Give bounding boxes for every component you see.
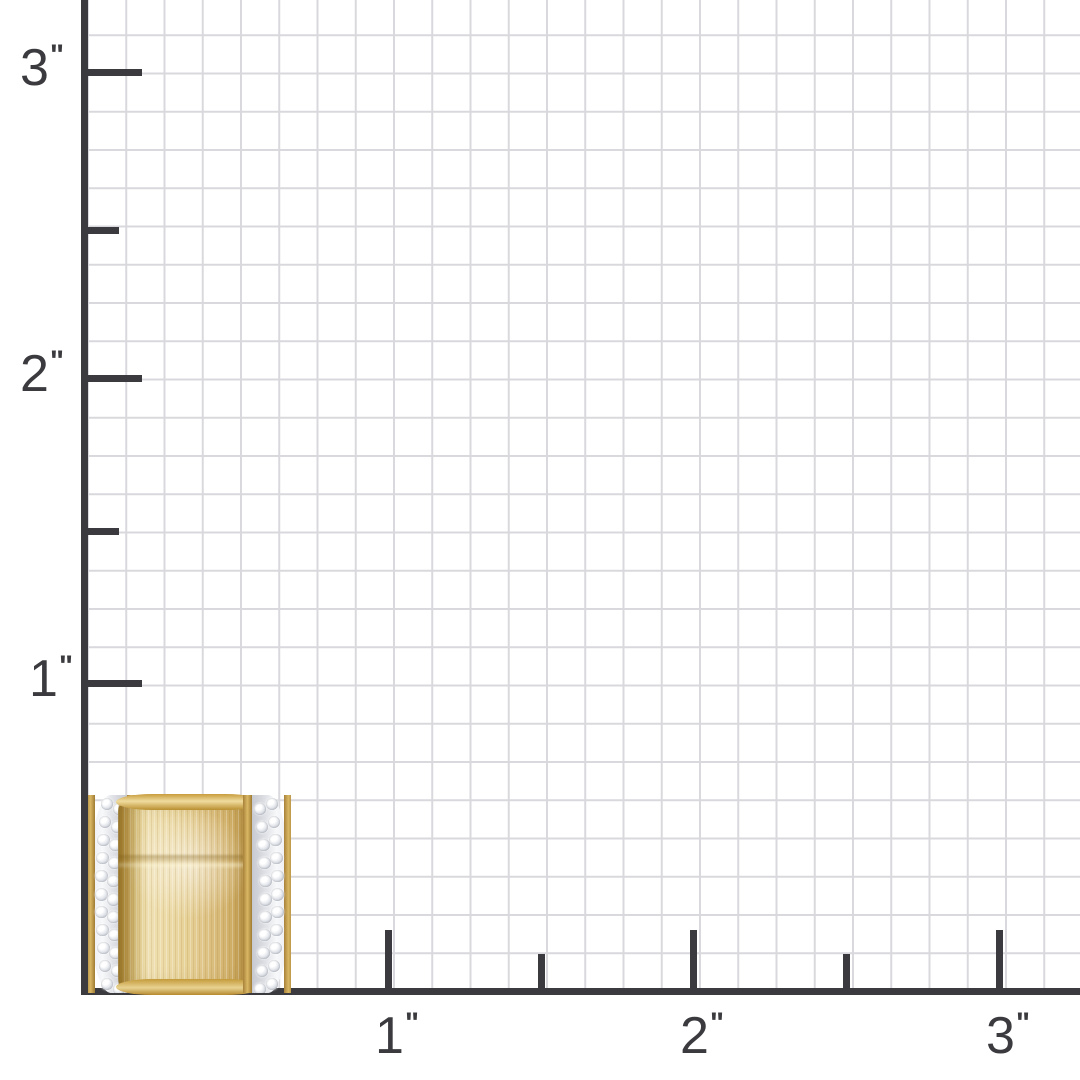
pave-stone [271, 887, 284, 901]
pave-stone [269, 833, 282, 847]
pave-stone [257, 838, 270, 852]
pave-stone [267, 960, 280, 972]
pave-stone [258, 856, 271, 870]
x-tick-major-2in [690, 930, 697, 990]
x-tick-minor-1_5in [538, 954, 545, 990]
y-label-2-unit: " [49, 345, 65, 378]
x-axis-label-3in: 3" [986, 1007, 1031, 1065]
product-image-ring [88, 794, 291, 995]
y-label-1-unit: " [58, 650, 74, 683]
x-label-3-unit: " [1015, 1007, 1031, 1040]
x-axis-label-2in: 2" [680, 1007, 725, 1065]
pave-stone [267, 816, 280, 828]
y-tick-major-3in [88, 69, 142, 76]
x-tick-major-3in [996, 930, 1003, 990]
pave-stone [266, 978, 278, 990]
pave-stone [95, 869, 108, 883]
pave-stone [258, 910, 272, 924]
pave-stone [107, 874, 120, 888]
pave-stone [101, 978, 113, 990]
pave-stone [107, 910, 120, 924]
ring-rim-top [116, 794, 262, 810]
pave-stone [270, 923, 283, 937]
x-axis-line [81, 988, 1080, 995]
pave-stone [255, 965, 268, 977]
pave-stone [270, 869, 284, 883]
pave-stone [258, 874, 272, 888]
pave-stone [254, 803, 266, 815]
y-axis-line [81, 0, 88, 995]
y-tick-minor-1_5in [88, 528, 119, 535]
pave-stone [107, 892, 120, 906]
pave-stone [258, 928, 271, 942]
y-label-2-number: 2 [20, 345, 49, 403]
pave-stone [255, 821, 268, 833]
pave-stone [99, 816, 111, 828]
pave-right-inner-wall [243, 795, 252, 993]
x-tick-major-1in [385, 930, 392, 990]
x-tick-minor-2_5in [843, 954, 850, 990]
grid-mask-left [0, 0, 87, 1080]
ring-rim-bottom [116, 979, 262, 995]
pave-stone [96, 851, 109, 865]
pave-stone [95, 905, 108, 919]
pave-stone [270, 905, 284, 919]
y-label-1-number: 1 [29, 650, 58, 708]
pave-stone [101, 798, 113, 810]
x-label-3-number: 3 [986, 1007, 1015, 1065]
pave-stone [99, 960, 111, 972]
ring-body [88, 794, 291, 995]
x-axis-label-1in: 1" [375, 1007, 420, 1065]
y-axis-label-1in: 1" [29, 650, 74, 708]
y-tick-minor-2_5in [88, 227, 119, 234]
pave-stone [95, 887, 108, 901]
grid-mask-bottom [0, 993, 1080, 1080]
x-label-1-unit: " [404, 1007, 420, 1040]
y-axis-label-3in: 3" [20, 39, 65, 97]
pave-left-outer-wall [88, 795, 95, 993]
pave-stone [254, 983, 266, 993]
y-axis-label-2in: 2" [20, 345, 65, 403]
pave-stone [269, 941, 282, 955]
pave-stone [270, 851, 283, 865]
y-tick-major-1in [88, 680, 142, 687]
y-label-3-number: 3 [20, 39, 49, 97]
pave-stone [97, 941, 110, 955]
y-label-3-unit: " [49, 39, 65, 72]
x-label-2-unit: " [709, 1007, 725, 1040]
x-label-2-number: 2 [680, 1007, 709, 1065]
y-tick-major-2in [88, 375, 142, 382]
pave-right [243, 795, 291, 993]
x-label-1-number: 1 [375, 1007, 404, 1065]
pave-right-outer-wall [284, 795, 291, 993]
pave-stone [97, 833, 110, 847]
pave-stone [266, 798, 278, 810]
pave-stone [259, 892, 272, 906]
pave-stone [257, 946, 270, 960]
ring-band-brushed-gold [118, 799, 260, 991]
pave-stone [96, 923, 109, 937]
